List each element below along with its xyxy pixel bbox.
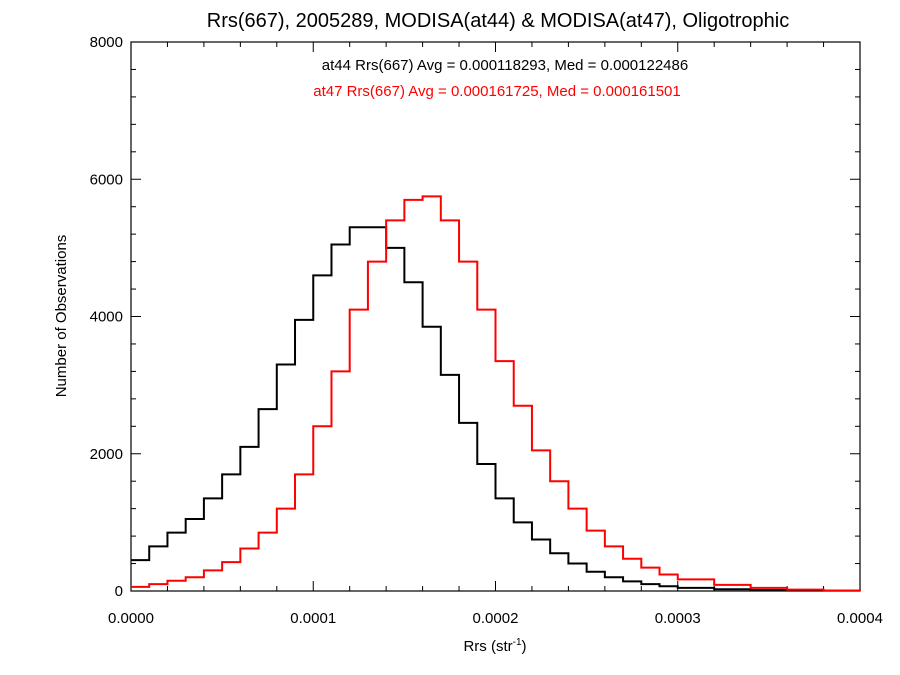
x-tick-label: 0.0003 — [655, 610, 701, 627]
x-tick-labels: 0.0000 0.0001 0.0002 0.0003 0.0004 — [108, 610, 883, 627]
x-axis-label-main: Rrs (str — [463, 638, 512, 655]
x-tick-label: 0.0001 — [290, 610, 336, 627]
series-line-at44 — [131, 226, 861, 592]
y-tick-label: 0 — [115, 583, 123, 600]
chart-title: Rrs(667), 2005289, MODISA(at44) & MODISA… — [207, 10, 789, 32]
annotation-at44: at44 Rrs(667) Avg = 0.000118293, Med = 0… — [322, 57, 688, 74]
series-at47 — [131, 195, 861, 592]
series-layer — [131, 195, 861, 592]
y-tick-label: 2000 — [90, 446, 123, 463]
y-tick-label: 4000 — [90, 309, 123, 326]
x-axis-label-exponent: -1 — [513, 637, 522, 648]
y-tick-labels: 0 2000 4000 6000 8000 — [90, 34, 123, 600]
series-at44 — [131, 226, 861, 592]
y-tick-label: 8000 — [90, 34, 123, 51]
x-tick-label: 0.0000 — [108, 610, 154, 627]
annotation-at47: at47 Rrs(667) Avg = 0.000161725, Med = 0… — [313, 83, 681, 100]
series-line-at47 — [131, 195, 861, 592]
y-axis-label: Number of Observations — [53, 235, 70, 398]
y-tick-label: 6000 — [90, 171, 123, 188]
x-tick-label: 0.0004 — [837, 610, 883, 627]
x-axis-label-close: ) — [522, 638, 527, 655]
x-axis-label: Rrs (str-1) — [463, 637, 526, 655]
x-tick-label: 0.0002 — [473, 610, 519, 627]
